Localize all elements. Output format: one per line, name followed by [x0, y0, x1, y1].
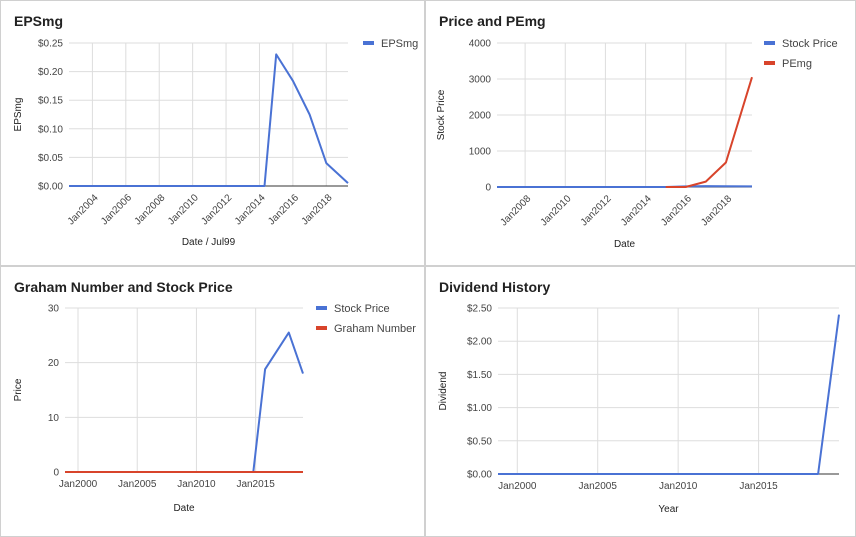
- y-tick-label: $2.50: [467, 304, 492, 315]
- y-tick-label: 1000: [469, 147, 492, 158]
- legend-swatch: [764, 61, 775, 65]
- price-pemg-panel: 0 1000 2000 3000 4000 Jan2008 Jan2010 Jan2012 Ja…: [426, 1, 855, 265]
- y-tick-label: 20: [48, 358, 60, 369]
- legend-label: Stock Price: [782, 38, 838, 50]
- y-tick-label: $0.25: [38, 39, 63, 50]
- y-axis-label: Dividend: [438, 372, 449, 411]
- x-tick-label: Jan2004: [66, 192, 101, 227]
- legend-swatch: [764, 41, 775, 45]
- x-tick-label: Jan2010: [177, 479, 216, 490]
- panel-title: Dividend History: [439, 279, 551, 295]
- y-tick-label: 0: [53, 468, 59, 479]
- y-tick-label: $0.00: [38, 182, 63, 193]
- y-axis-label: Stock Price: [436, 89, 447, 140]
- x-tick-label: Jan2018: [300, 192, 335, 227]
- x-tick-label: Jan2018: [699, 193, 734, 228]
- y-tick-label: $0.05: [38, 153, 63, 164]
- legend-swatch: [363, 41, 374, 45]
- y-tick-label: $0.15: [38, 96, 63, 107]
- x-tick-label: Jan2012: [579, 193, 614, 228]
- x-tick-label: Jan2000: [498, 481, 537, 492]
- y-tick-label: $0.50: [467, 436, 492, 447]
- x-tick-label: Jan2010: [166, 192, 201, 227]
- x-axis-label: Date / Jul99: [182, 237, 236, 248]
- series-line: [69, 53, 349, 187]
- y-tick-label: 2000: [469, 111, 492, 122]
- y-tick-label: $1.50: [467, 370, 492, 381]
- x-tick-label: Jan2015: [236, 479, 275, 490]
- x-axis-label: Date: [173, 503, 195, 514]
- x-tick-label: Jan2008: [133, 192, 168, 227]
- x-tick-label: Jan2015: [739, 481, 778, 492]
- y-tick-label: 10: [48, 413, 60, 424]
- x-tick-label: Jan2014: [619, 193, 654, 228]
- legend-label: EPSmg: [381, 38, 418, 50]
- y-tick-label: $1.00: [467, 403, 492, 414]
- graham-number-panel: 0 10 20 30 Jan2000 Jan2005 Jan2010 Jan2015 Date P…: [1, 267, 424, 536]
- y-tick-label: $0.20: [38, 67, 63, 78]
- legend-swatch: [316, 306, 327, 310]
- x-tick-label: Jan2006: [99, 192, 134, 227]
- x-tick-label: Jan2010: [659, 481, 698, 492]
- legend-label: Graham Number: [334, 323, 416, 335]
- series-line: [497, 185, 753, 188]
- epsmg-chart: $0.00$0.05$0.10$0.15$0.20$0.25Jan2004Jan…: [13, 38, 418, 248]
- x-tick-label: Jan2014: [233, 192, 268, 227]
- y-tick-label: 4000: [469, 39, 492, 50]
- x-tick-label: Jan2005: [579, 481, 618, 492]
- x-tick-label: Jan2000: [59, 479, 98, 490]
- x-tick-label: Jan2008: [498, 193, 533, 228]
- epsmg-panel: $0.00 $0.05 $0.10 $0.15 $0.20 $0.25 Jan2004 Jan…: [1, 1, 424, 265]
- y-tick-label: $0.00: [467, 470, 492, 481]
- x-tick-label: Jan2012: [199, 192, 234, 227]
- panel-title: Graham Number and Stock Price: [14, 279, 233, 295]
- legend-label: Stock Price: [334, 303, 390, 315]
- y-axis-label: EPSmg: [13, 98, 24, 132]
- y-tick-label: $2.00: [467, 337, 492, 348]
- legend-label: PEmg: [782, 58, 812, 70]
- y-tick-label: 30: [48, 304, 60, 315]
- x-tick-label: Jan2016: [659, 193, 694, 228]
- dividend-history-chart: $0.00 $0.50 $1.00 $1.50 $2.00 $2.50 Jan2000 Jan…: [438, 304, 840, 515]
- panel-title: EPSmg: [14, 13, 64, 29]
- series-line: [498, 314, 840, 475]
- x-tick-label: Jan2016: [266, 192, 301, 227]
- y-tick-label: 3000: [469, 75, 492, 86]
- dividend-history-panel: $0.00 $0.50 $1.00 $1.50 $2.00 $2.50 Jan2000 Jan…: [426, 267, 855, 536]
- x-tick-label: Jan2010: [539, 193, 574, 228]
- legend-swatch: [316, 326, 327, 330]
- y-axis-label: Price: [13, 378, 24, 401]
- series-line: [665, 76, 753, 188]
- graham-number-chart: 0 10 20 30 Jan2000 Jan2005 Jan2010 Jan2015 Date P…: [13, 303, 416, 514]
- x-axis-label: Year: [658, 504, 679, 515]
- series-line: [65, 331, 304, 473]
- x-axis-label: Date: [614, 239, 636, 250]
- x-tick-label: Jan2005: [118, 479, 157, 490]
- y-tick-label: 0: [485, 183, 491, 194]
- y-tick-label: $0.10: [38, 124, 63, 135]
- panel-title: Price and PEmg: [439, 13, 546, 29]
